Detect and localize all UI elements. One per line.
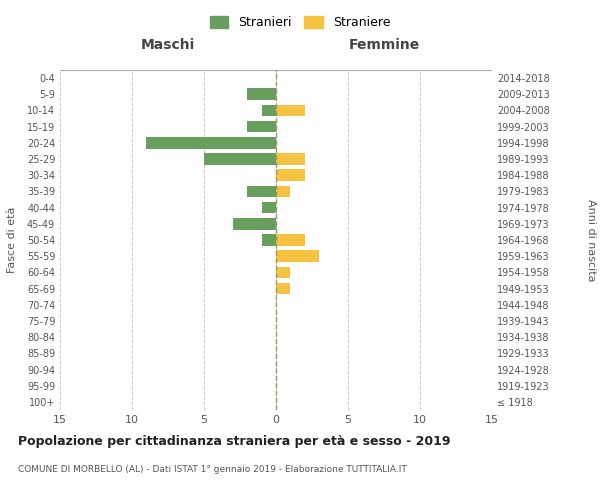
- Bar: [262, 202, 276, 213]
- Text: Popolazione per cittadinanza straniera per età e sesso - 2019: Popolazione per cittadinanza straniera p…: [18, 435, 451, 448]
- Bar: [276, 234, 305, 246]
- Bar: [276, 104, 305, 117]
- Bar: [233, 218, 276, 230]
- Bar: [262, 234, 276, 246]
- Legend: Stranieri, Straniere: Stranieri, Straniere: [205, 11, 395, 34]
- Bar: [204, 153, 276, 165]
- Bar: [276, 153, 305, 165]
- Bar: [276, 266, 290, 278]
- Bar: [146, 137, 276, 148]
- Text: COMUNE DI MORBELLO (AL) - Dati ISTAT 1° gennaio 2019 - Elaborazione TUTTITALIA.I: COMUNE DI MORBELLO (AL) - Dati ISTAT 1° …: [18, 465, 407, 474]
- Bar: [247, 88, 276, 100]
- Bar: [262, 104, 276, 117]
- Bar: [276, 186, 290, 198]
- Text: Anni di nascita: Anni di nascita: [586, 198, 596, 281]
- Bar: [276, 250, 319, 262]
- Bar: [247, 186, 276, 198]
- Text: Fasce di età: Fasce di età: [7, 207, 17, 273]
- Bar: [276, 170, 305, 181]
- Text: Maschi: Maschi: [141, 38, 195, 52]
- Bar: [276, 282, 290, 294]
- Text: Femmine: Femmine: [349, 38, 419, 52]
- Bar: [247, 121, 276, 132]
